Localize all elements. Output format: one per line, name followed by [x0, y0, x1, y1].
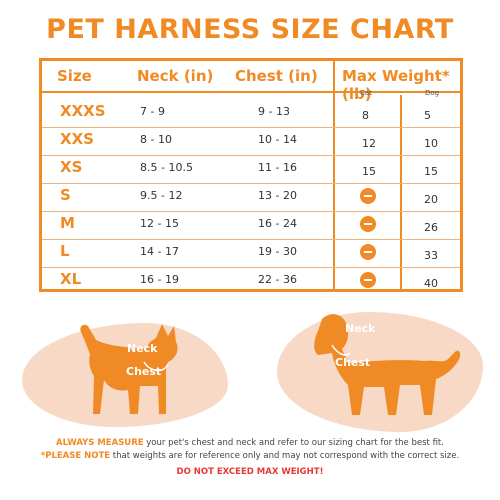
cat-not-applicable-icon [360, 272, 376, 288]
subheader-dog: Dog [425, 89, 440, 97]
header-max-weight: Max Weight* (lb) [342, 67, 450, 103]
header-neck: Neck (in) [137, 67, 214, 85]
table-row: XL 16 - 19 22 - 36 40 [42, 267, 460, 295]
cell-size: XXS [60, 130, 94, 148]
dog-neck-label: Neck [345, 322, 376, 335]
cat-chest-label: Chest [126, 365, 162, 378]
cell-neck: 16 - 19 [140, 273, 179, 286]
cat-silhouette-icon [80, 324, 178, 414]
cell-size: S [60, 186, 71, 204]
cat-not-applicable-icon [360, 188, 376, 204]
cell-neck: 9.5 - 12 [140, 189, 183, 202]
cell-dog-weight: 40 [424, 277, 438, 290]
cell-size: XL [60, 270, 82, 288]
cell-chest: 10 - 14 [258, 133, 297, 146]
cell-cat-weight: 15 [362, 165, 376, 178]
row-divider [42, 239, 460, 240]
footer-warning: DO NOT EXCEED MAX WEIGHT! [176, 467, 324, 477]
chart-title: PET HARNESS SIZE CHART [46, 14, 454, 45]
cell-cat-weight: 8 [362, 109, 369, 122]
table-row: S 9.5 - 12 13 - 20 20 [42, 183, 460, 211]
cat-dog-divider [400, 95, 402, 291]
cell-chest: 9 - 13 [258, 105, 290, 118]
footer-line-measure: ALWAYS MEASURE your pet's chest and neck… [0, 438, 500, 448]
row-divider [42, 267, 460, 268]
subheader-cat: Cat [360, 89, 372, 97]
cat-neck-label: Neck [127, 342, 158, 355]
header-chest: Chest (in) [235, 67, 318, 85]
table-row: XXS 8 - 10 10 - 14 12 10 [42, 127, 460, 155]
row-divider [42, 183, 460, 184]
cell-dog-weight: 26 [424, 221, 438, 234]
table-row: M 12 - 15 16 - 24 26 [42, 211, 460, 239]
cat-not-applicable-icon [360, 216, 376, 232]
cell-dog-weight: 20 [424, 193, 438, 206]
cell-dog-weight: 15 [424, 165, 438, 178]
cell-chest: 16 - 24 [258, 217, 297, 230]
table-row: XXXS 7 - 9 9 - 13 8 5 [42, 99, 460, 127]
cell-neck: 14 - 17 [140, 245, 179, 258]
cat-not-applicable-icon [360, 244, 376, 260]
header-size: Size [57, 67, 92, 85]
row-divider [42, 211, 460, 212]
footer-measure-text: your pet's chest and neck and refer to o… [143, 438, 444, 448]
cell-chest: 19 - 30 [258, 245, 297, 258]
dog-silhouette-icon [314, 314, 461, 415]
header-divider [42, 91, 460, 93]
footer-note-text: that weights are for reference only and … [110, 451, 460, 461]
cell-chest: 22 - 36 [258, 273, 297, 286]
dog-chest-label: Chest [335, 356, 371, 369]
cell-neck: 8 - 10 [140, 133, 172, 146]
cell-dog-weight: 5 [424, 109, 431, 122]
cell-cat-weight: 12 [362, 137, 376, 150]
table-header: Size Neck (in) Chest (in) Max Weight* (l… [42, 61, 460, 103]
cell-neck: 8.5 - 10.5 [140, 161, 193, 174]
cell-size: XS [60, 158, 83, 176]
cell-neck: 7 - 9 [140, 105, 165, 118]
cell-size: L [60, 242, 70, 260]
cell-dog-weight: 10 [424, 137, 438, 150]
row-divider [42, 127, 460, 128]
cell-chest: 11 - 16 [258, 161, 297, 174]
cell-neck: 12 - 15 [140, 217, 179, 230]
footer-measure-bold: ALWAYS MEASURE [56, 438, 144, 448]
cell-chest: 13 - 20 [258, 189, 297, 202]
footer-note-bold: *PLEASE NOTE [40, 451, 111, 461]
cell-size: M [60, 214, 75, 232]
cell-size: XXXS [60, 102, 106, 120]
row-divider [42, 155, 460, 156]
weight-column-divider [333, 61, 335, 289]
size-table: Size Neck (in) Chest (in) Max Weight* (l… [39, 58, 463, 292]
cell-dog-weight: 33 [424, 249, 438, 262]
table-row: L 14 - 17 19 - 30 33 [42, 239, 460, 267]
footer-line-note: *PLEASE NOTE that weights are for refere… [0, 451, 500, 461]
table-row: XS 8.5 - 10.5 11 - 16 15 15 [42, 155, 460, 183]
